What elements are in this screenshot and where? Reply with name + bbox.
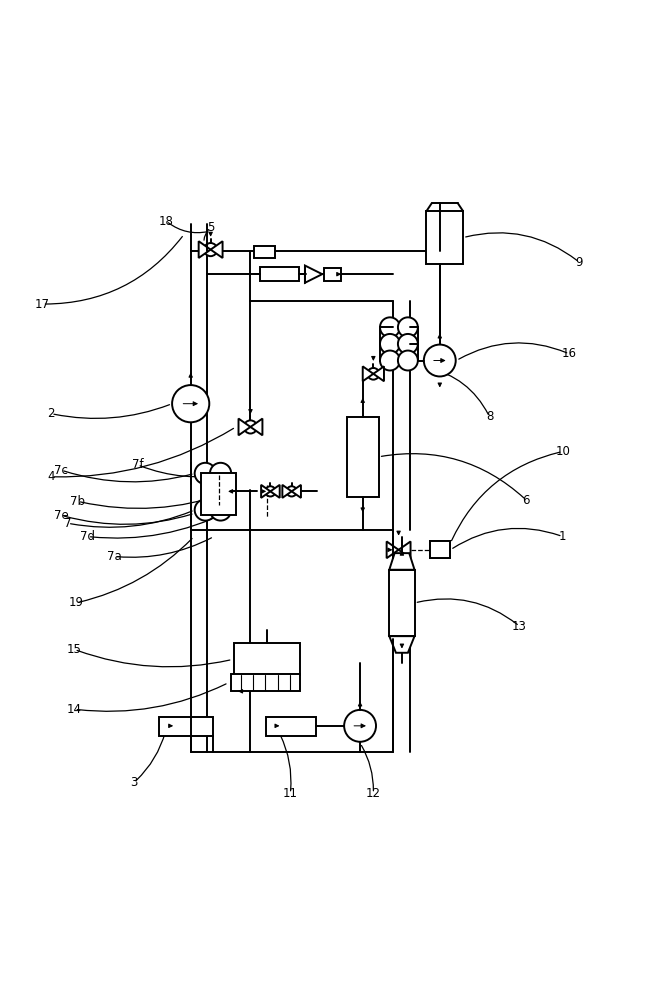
Polygon shape [261, 485, 270, 498]
Text: 19: 19 [68, 596, 83, 609]
Polygon shape [399, 541, 411, 558]
Polygon shape [251, 419, 262, 435]
Polygon shape [390, 636, 414, 653]
Circle shape [195, 463, 216, 484]
Polygon shape [363, 366, 374, 381]
Polygon shape [374, 366, 384, 381]
Text: 7d: 7d [80, 530, 95, 543]
Text: 7a: 7a [107, 550, 121, 563]
Bar [426, 211, 463, 264]
Text: 7c: 7c [54, 464, 68, 477]
Text: 14: 14 [67, 703, 82, 716]
Text: 9: 9 [576, 256, 583, 269]
Text: 16: 16 [562, 347, 577, 360]
Polygon shape [235, 645, 267, 674]
Polygon shape [291, 485, 301, 498]
Text: 7e: 7e [54, 509, 69, 522]
Circle shape [380, 351, 400, 370]
Circle shape [195, 499, 216, 521]
Bar [231, 674, 300, 691]
Polygon shape [270, 485, 279, 498]
Circle shape [210, 499, 231, 521]
Bar [253, 246, 275, 258]
Circle shape [368, 368, 380, 380]
Circle shape [172, 385, 209, 422]
Bar [430, 541, 450, 558]
Polygon shape [211, 241, 223, 258]
Text: 10: 10 [555, 445, 570, 458]
Bar [430, 541, 450, 558]
Text: 4: 4 [47, 470, 55, 483]
Circle shape [210, 481, 231, 502]
Text: 1: 1 [559, 530, 566, 543]
Text: 7: 7 [64, 517, 71, 530]
Text: 13: 13 [512, 620, 527, 633]
Circle shape [424, 345, 456, 376]
Circle shape [380, 334, 400, 354]
Polygon shape [239, 419, 251, 435]
Bar [265, 717, 315, 736]
Text: 17: 17 [35, 298, 50, 311]
Text: 3: 3 [131, 776, 138, 789]
Polygon shape [305, 266, 322, 283]
Text: 18: 18 [159, 215, 173, 228]
Bar [260, 267, 299, 281]
Circle shape [398, 317, 418, 337]
Circle shape [244, 420, 257, 434]
Circle shape [398, 351, 418, 370]
Text: 11: 11 [283, 787, 298, 800]
Bar [347, 417, 379, 497]
Circle shape [344, 710, 376, 742]
Text: 7b: 7b [70, 495, 85, 508]
Text: 2: 2 [47, 407, 55, 420]
Circle shape [380, 317, 400, 337]
Text: 15: 15 [67, 643, 82, 656]
Circle shape [287, 486, 297, 496]
Bar [390, 570, 414, 636]
Text: 6: 6 [522, 494, 530, 507]
Polygon shape [390, 553, 414, 570]
Circle shape [210, 463, 231, 484]
Text: 12: 12 [366, 787, 381, 800]
Circle shape [265, 486, 275, 496]
Bar [234, 643, 300, 675]
Text: 5: 5 [207, 221, 214, 234]
Text: 8: 8 [486, 410, 494, 423]
Bar [201, 473, 236, 515]
Polygon shape [387, 541, 399, 558]
Circle shape [398, 334, 418, 354]
Polygon shape [282, 485, 291, 498]
Text: 7f: 7f [132, 458, 143, 471]
Polygon shape [199, 241, 211, 258]
Circle shape [204, 243, 217, 256]
Bar [159, 717, 213, 736]
Polygon shape [267, 645, 299, 674]
Bar [324, 268, 341, 281]
